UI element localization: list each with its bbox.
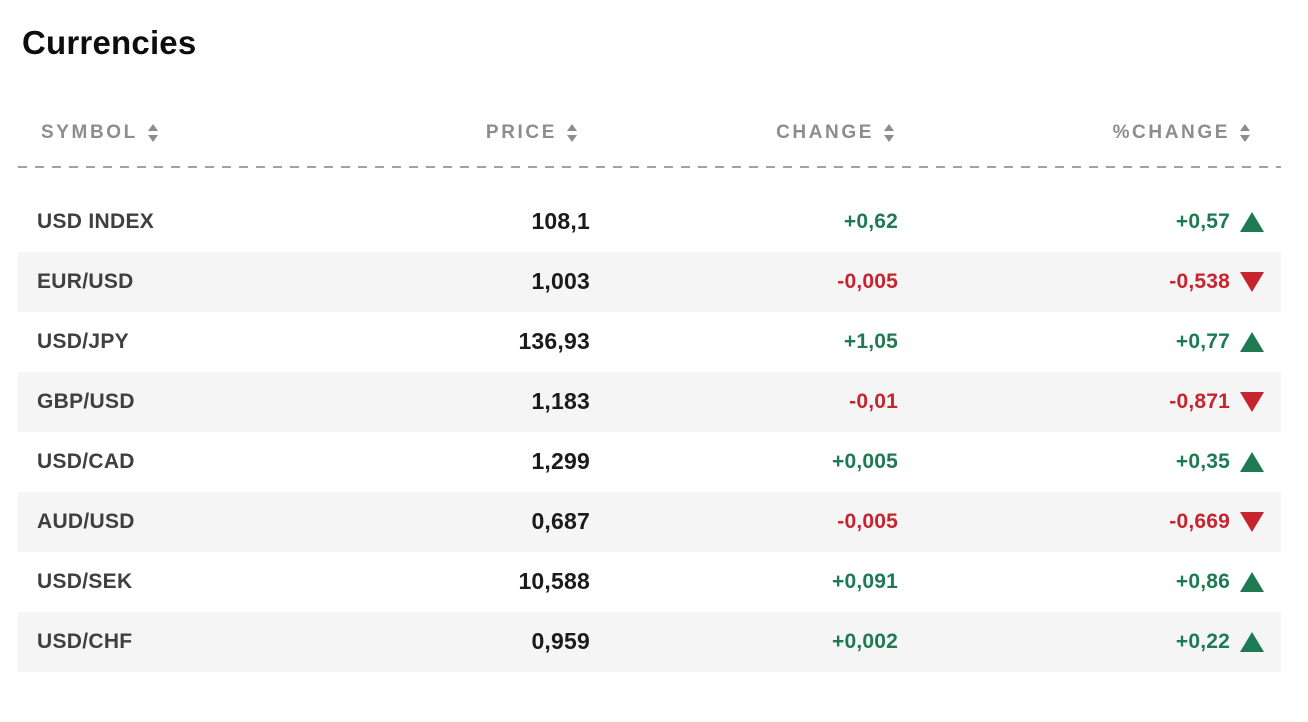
up-triangle-icon bbox=[1240, 331, 1264, 352]
change-cell: +1,05 bbox=[843, 329, 898, 353]
price-cell: 108,1 bbox=[531, 208, 590, 235]
down-triangle-icon bbox=[1240, 271, 1264, 292]
price-cell: 10,588 bbox=[518, 568, 590, 595]
column-header-label: %CHANGE bbox=[1112, 121, 1230, 143]
change-cell: +0,62 bbox=[843, 209, 898, 233]
pct-change-cell: -0,669 bbox=[898, 510, 1281, 534]
pct-change-value: +0,22 bbox=[1175, 629, 1230, 653]
sort-arrows-icon bbox=[567, 123, 577, 142]
pct-change-cell: +0,57 bbox=[898, 210, 1281, 234]
symbol-cell[interactable]: AUD/USD bbox=[37, 509, 135, 533]
change-cell: +0,005 bbox=[831, 449, 898, 473]
sort-arrows-icon bbox=[1240, 123, 1250, 142]
table-row: EUR/USD 1,003 -0,005 -0,538 bbox=[18, 251, 1281, 312]
down-triangle-icon bbox=[1240, 391, 1264, 412]
page-title: Currencies bbox=[22, 24, 197, 61]
pct-change-cell: +0,77 bbox=[898, 330, 1281, 354]
column-header-label: SYMBOL bbox=[41, 121, 138, 143]
down-triangle-icon bbox=[1240, 511, 1264, 532]
pct-change-cell: -0,538 bbox=[898, 270, 1281, 294]
change-cell: +0,002 bbox=[831, 629, 898, 653]
pct-change-cell: +0,35 bbox=[898, 450, 1281, 474]
pct-change-cell: +0,22 bbox=[898, 630, 1281, 654]
column-header-pct-change[interactable]: %CHANGE bbox=[898, 122, 1281, 144]
symbol-cell[interactable]: USD INDEX bbox=[37, 209, 155, 233]
price-cell: 0,959 bbox=[531, 628, 590, 655]
column-header-label: CHANGE bbox=[776, 121, 874, 143]
pct-change-value: +0,57 bbox=[1175, 209, 1230, 233]
pct-change-value: +0,35 bbox=[1175, 449, 1230, 473]
up-triangle-icon bbox=[1240, 631, 1264, 652]
pct-change-cell: -0,871 bbox=[898, 390, 1281, 414]
symbol-cell[interactable]: EUR/USD bbox=[37, 269, 134, 293]
table-header-row: SYMBOL PRICE CHANGE %CHANGE bbox=[18, 110, 1281, 156]
table-row: GBP/USD 1,183 -0,01 -0,871 bbox=[18, 371, 1281, 432]
currencies-table: SYMBOL PRICE CHANGE %CHANGE bbox=[18, 110, 1281, 672]
table-row: USD INDEX 108,1 +0,62 +0,57 bbox=[18, 192, 1281, 252]
change-cell: +0,091 bbox=[831, 569, 898, 593]
pct-change-value: +0,77 bbox=[1175, 329, 1230, 353]
currencies-widget: Currencies SYMBOL PRICE CHANGE bbox=[18, 24, 1281, 672]
sort-arrows-icon bbox=[147, 123, 158, 142]
pct-change-cell: +0,86 bbox=[898, 570, 1281, 594]
symbol-cell[interactable]: USD/CAD bbox=[37, 449, 135, 473]
table-body: USD INDEX 108,1 +0,62 +0,57 EUR/USD 1,00… bbox=[18, 192, 1281, 672]
table-row: USD/JPY 136,93 +1,05 +0,77 bbox=[18, 312, 1281, 372]
change-cell: -0,005 bbox=[837, 269, 898, 293]
column-header-symbol[interactable]: SYMBOL bbox=[18, 122, 298, 144]
price-cell: 0,687 bbox=[531, 508, 590, 535]
table-row: USD/CAD 1,299 +0,005 +0,35 bbox=[18, 432, 1281, 492]
price-cell: 1,003 bbox=[531, 268, 590, 295]
price-cell: 136,93 bbox=[518, 328, 590, 355]
column-header-price[interactable]: PRICE bbox=[298, 122, 590, 144]
table-row: USD/CHF 0,959 +0,002 +0,22 bbox=[18, 611, 1281, 672]
pct-change-value: +0,86 bbox=[1175, 569, 1230, 593]
table-row: AUD/USD 0,687 -0,005 -0,669 bbox=[18, 491, 1281, 552]
change-cell: -0,005 bbox=[837, 509, 898, 533]
price-cell: 1,299 bbox=[531, 448, 590, 475]
column-header-change[interactable]: CHANGE bbox=[590, 122, 898, 144]
header-divider bbox=[18, 165, 1281, 168]
table-row: USD/SEK 10,588 +0,091 +0,86 bbox=[18, 552, 1281, 612]
symbol-cell[interactable]: USD/CHF bbox=[37, 629, 133, 653]
up-triangle-icon bbox=[1240, 211, 1264, 232]
change-cell: -0,01 bbox=[849, 389, 898, 413]
symbol-cell[interactable]: USD/JPY bbox=[37, 329, 129, 353]
symbol-cell[interactable]: USD/SEK bbox=[37, 569, 133, 593]
price-cell: 1,183 bbox=[531, 388, 590, 415]
column-header-label: PRICE bbox=[485, 121, 557, 143]
pct-change-value: -0,871 bbox=[1169, 389, 1230, 413]
pct-change-value: -0,669 bbox=[1169, 509, 1230, 533]
up-triangle-icon bbox=[1240, 451, 1264, 472]
up-triangle-icon bbox=[1240, 571, 1264, 592]
sort-arrows-icon bbox=[884, 123, 894, 142]
symbol-cell[interactable]: GBP/USD bbox=[37, 389, 135, 413]
pct-change-value: -0,538 bbox=[1169, 269, 1230, 293]
